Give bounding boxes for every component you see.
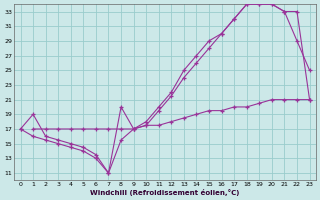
X-axis label: Windchill (Refroidissement éolien,°C): Windchill (Refroidissement éolien,°C) [90,189,240,196]
